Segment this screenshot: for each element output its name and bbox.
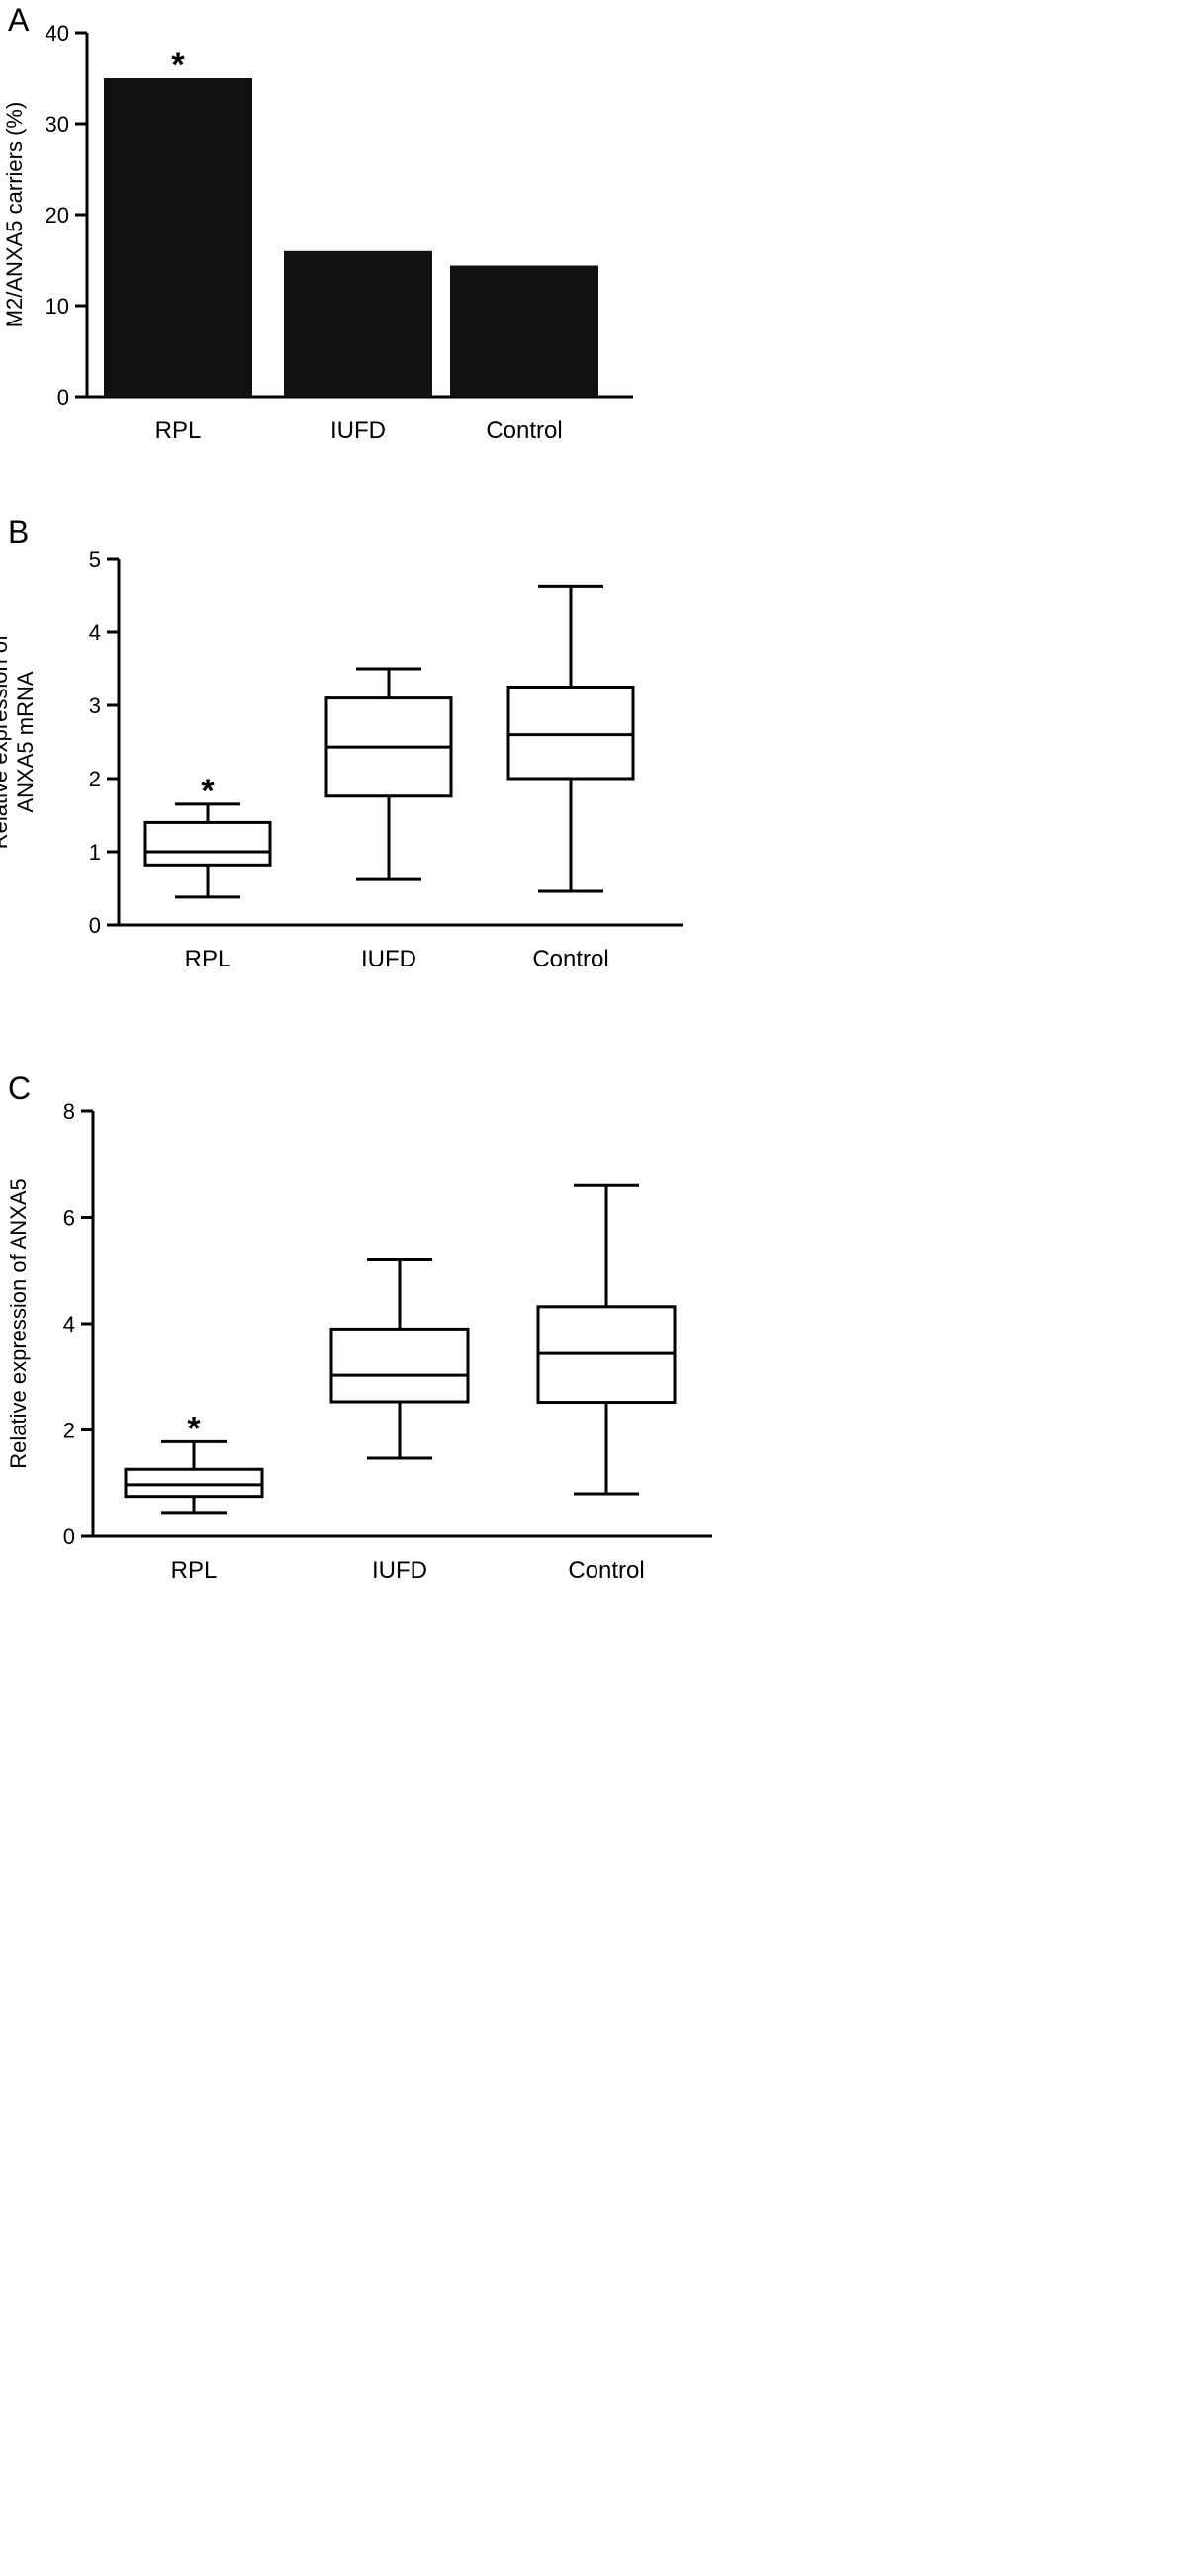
y-tick-label: 20 xyxy=(46,203,69,228)
y-tick-label: 3 xyxy=(89,693,101,718)
y-tick-label: 0 xyxy=(63,1524,75,1549)
x-tick-label: IUFD xyxy=(361,946,416,972)
y-tick-label: 0 xyxy=(57,385,69,410)
bar-rpl xyxy=(104,78,252,397)
y-tick-label: 0 xyxy=(89,913,101,938)
box-rpl xyxy=(124,1467,264,1499)
y-axis-label: Relative expression of ANXA5 xyxy=(6,1178,31,1469)
x-tick-label: RPL xyxy=(155,417,202,444)
panel-c-letter: C xyxy=(8,1070,32,1106)
y-tick-label: 1 xyxy=(89,840,101,865)
x-tick-label: Control xyxy=(568,1557,644,1584)
box-control xyxy=(506,686,635,781)
panel-b: B 0 1 2 3 4 5 Relative expression of ANXA5 mRNA… xyxy=(0,512,1192,1027)
y-tick-label: 40 xyxy=(46,21,69,46)
x-tick-label: Control xyxy=(486,417,562,444)
box-chart-c: 0 2 4 6 8 Relative expression of ANXA5 RPL * IUF… xyxy=(6,1099,712,1584)
box-rpl xyxy=(143,820,272,867)
significance-marker: * xyxy=(201,773,215,810)
y-tick-label: 2 xyxy=(63,1419,75,1443)
bar-control xyxy=(450,265,598,397)
panel-c: C 0 2 4 6 8 Relative expression of ANXA5 RPL * I… xyxy=(0,1068,1192,1622)
x-tick-label: IUFD xyxy=(330,417,386,444)
x-tick-label: Control xyxy=(532,946,608,972)
significance-marker: * xyxy=(171,46,185,84)
significance-marker: * xyxy=(187,1410,201,1447)
y-axis-label: ANXA5 mRNA xyxy=(13,671,38,812)
y-tick-label: 30 xyxy=(46,112,69,137)
y-tick-label: 2 xyxy=(89,767,101,791)
panel-a: A 0 10 20 30 40 M2/ANXA5 carriers (%) RPL * IUFD… xyxy=(0,0,1192,465)
y-tick-label: 6 xyxy=(63,1206,75,1231)
y-tick-label: 10 xyxy=(46,294,69,319)
y-axis-label: M2/ANXA5 carriers (%) xyxy=(2,102,27,328)
x-tick-label: RPL xyxy=(171,1557,218,1584)
y-tick-label: 4 xyxy=(89,620,101,645)
bar-chart-a: 0 10 20 30 40 M2/ANXA5 carriers (%) RPL * IUFD Co… xyxy=(2,21,633,444)
box-iufd xyxy=(329,1327,470,1404)
y-axis-label: Relative expression of xyxy=(0,634,12,849)
x-tick-label: RPL xyxy=(185,946,231,972)
bar-iufd xyxy=(284,250,432,397)
y-tick-label: 5 xyxy=(89,547,101,572)
x-tick-label: IUFD xyxy=(372,1557,427,1584)
y-tick-label: 4 xyxy=(63,1312,75,1336)
panel-a-letter: A xyxy=(8,2,30,38)
y-tick-label: 8 xyxy=(63,1099,75,1124)
panel-b-letter: B xyxy=(8,514,30,550)
